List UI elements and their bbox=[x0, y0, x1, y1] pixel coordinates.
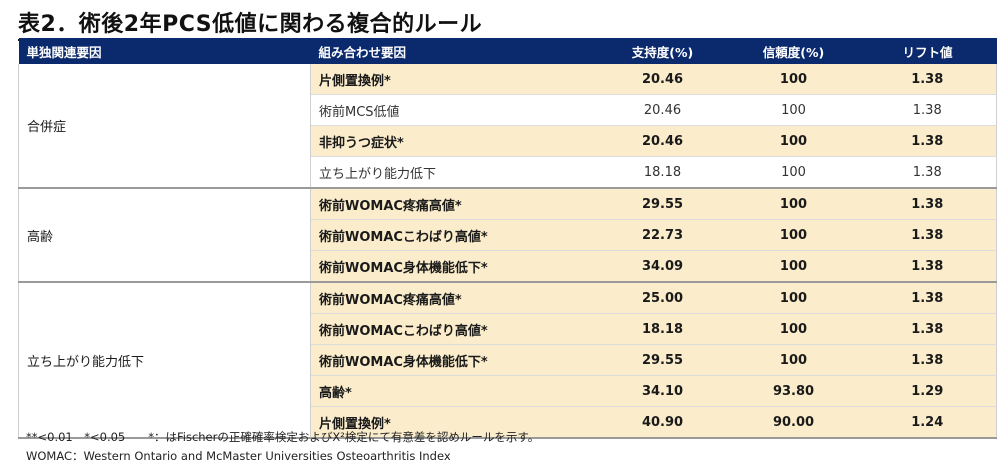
confidence-cell: 100 bbox=[728, 250, 859, 283]
combined-factor-cell: 高齢* bbox=[310, 375, 597, 407]
combined-factor-cell: 片側置換例* bbox=[310, 64, 597, 95]
combined-factor-cell: 術前WOMAC身体機能低下* bbox=[310, 344, 597, 376]
confidence-cell: 100 bbox=[728, 64, 859, 95]
combined-factor-cell: 立ち上がり能力低下 bbox=[310, 156, 597, 189]
confidence-cell: 100 bbox=[728, 313, 859, 345]
significance-note: **<0.01 *<0.05 *：はFischerの正確確率検定およびX²検定に… bbox=[26, 430, 540, 444]
rules-table: 単独関連要因 組み合わせ要因 支持度(%) 信頼度(%) リフト値 合併症 片側… bbox=[18, 38, 997, 439]
confidence-cell: 100 bbox=[728, 219, 859, 251]
table-row: 術前MCS低値 20.46 100 1.38 bbox=[19, 94, 997, 126]
confidence-cell: 100 bbox=[728, 125, 859, 157]
support-cell: 29.55 bbox=[596, 344, 729, 376]
combined-factor-cell: 術前WOMAC身体機能低下* bbox=[310, 250, 597, 283]
combined-factor-cell: 術前MCS低値 bbox=[310, 94, 597, 126]
group-label: 合併症 bbox=[18, 64, 311, 189]
combined-factor-cell: 非抑うつ症状* bbox=[310, 125, 597, 157]
support-cell: 18.18 bbox=[596, 313, 729, 345]
table-row: 術前WOMACこわばり高値* 22.73 100 1.38 bbox=[19, 219, 997, 251]
table-row: 高齢* 34.10 93.80 1.29 bbox=[19, 375, 997, 407]
confidence-cell: 100 bbox=[728, 344, 859, 376]
lift-cell: 1.38 bbox=[858, 125, 997, 157]
table-row: 非抑うつ症状* 20.46 100 1.38 bbox=[19, 125, 997, 157]
womac-note: WOMAC：Western Ontario and McMaster Unive… bbox=[26, 449, 451, 463]
group-label: 立ち上がり能力低下 bbox=[18, 282, 311, 439]
combined-factor-cell: 術前WOMACこわばり高値* bbox=[310, 219, 597, 251]
header-lift: リフト値 bbox=[858, 38, 997, 64]
lift-cell: 1.38 bbox=[858, 188, 997, 220]
table-row: 片側置換例* 40.90 90.00 1.24 bbox=[19, 406, 997, 439]
table-row: 術前WOMAC身体機能低下* 34.09 100 1.38 bbox=[19, 250, 997, 283]
confidence-cell: 90.00 bbox=[728, 406, 859, 439]
confidence-cell: 100 bbox=[728, 188, 859, 220]
support-cell: 20.46 bbox=[596, 64, 729, 95]
combined-factor-cell: 術前WOMACこわばり高値* bbox=[310, 313, 597, 345]
lift-cell: 1.38 bbox=[858, 64, 997, 95]
support-cell: 40.90 bbox=[596, 406, 729, 439]
support-cell: 20.46 bbox=[596, 94, 729, 126]
confidence-cell: 100 bbox=[728, 156, 859, 189]
lift-cell: 1.29 bbox=[858, 375, 997, 407]
header-row: 単独関連要因 組み合わせ要因 支持度(%) 信頼度(%) リフト値 bbox=[18, 38, 997, 64]
confidence-cell: 93.80 bbox=[728, 375, 859, 407]
support-cell: 34.10 bbox=[596, 375, 729, 407]
support-cell: 25.00 bbox=[596, 282, 729, 314]
confidence-cell: 100 bbox=[728, 282, 859, 314]
combined-factor-cell: 術前WOMAC疼痛高値* bbox=[310, 282, 597, 314]
support-cell: 22.73 bbox=[596, 219, 729, 251]
lift-cell: 1.38 bbox=[858, 282, 997, 314]
support-cell: 29.55 bbox=[596, 188, 729, 220]
lift-cell: 1.38 bbox=[858, 313, 997, 345]
header-combined-factor: 組み合わせ要因 bbox=[310, 38, 597, 64]
table-row: 術前WOMAC身体機能低下* 29.55 100 1.38 bbox=[19, 344, 997, 376]
table-row: 立ち上がり能力低下 18.18 100 1.38 bbox=[19, 156, 997, 189]
table-title: 表2．術後2年PCS低値に関わる複合的ルール bbox=[18, 6, 483, 41]
support-cell: 18.18 bbox=[596, 156, 729, 189]
combined-factor-cell: 片側置換例* bbox=[310, 406, 597, 439]
footnotes: **<0.01 *<0.05 *：はFischerの正確確率検定およびX²検定に… bbox=[26, 428, 539, 466]
table-row: 立ち上がり能力低下 術前WOMAC疼痛高値* 25.00 100 1.38 bbox=[18, 282, 997, 439]
confidence-cell: 100 bbox=[728, 94, 859, 126]
lift-cell: 1.24 bbox=[858, 406, 997, 439]
header-support: 支持度(%) bbox=[596, 38, 729, 64]
lift-cell: 1.38 bbox=[858, 344, 997, 376]
lift-cell: 1.38 bbox=[858, 250, 997, 283]
support-cell: 34.09 bbox=[596, 250, 729, 283]
lift-cell: 1.38 bbox=[858, 94, 997, 126]
combined-factor-cell: 術前WOMAC疼痛高値* bbox=[310, 188, 597, 220]
group-label: 高齢 bbox=[18, 188, 311, 283]
header-single-factor: 単独関連要因 bbox=[18, 38, 311, 64]
header-confidence: 信頼度(%) bbox=[728, 38, 859, 64]
table-row: 術前WOMACこわばり高値* 18.18 100 1.38 bbox=[19, 313, 997, 345]
table-row: 高齢 術前WOMAC疼痛高値* 29.55 100 1.38 bbox=[18, 188, 997, 283]
support-cell: 20.46 bbox=[596, 125, 729, 157]
lift-cell: 1.38 bbox=[858, 156, 997, 189]
table-row: 合併症 片側置換例* 20.46 100 1.38 bbox=[18, 64, 997, 189]
lift-cell: 1.38 bbox=[858, 219, 997, 251]
